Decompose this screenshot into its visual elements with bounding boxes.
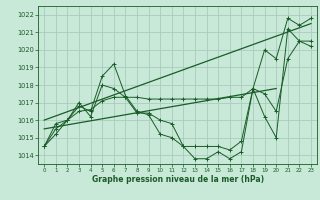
X-axis label: Graphe pression niveau de la mer (hPa): Graphe pression niveau de la mer (hPa) xyxy=(92,175,264,184)
